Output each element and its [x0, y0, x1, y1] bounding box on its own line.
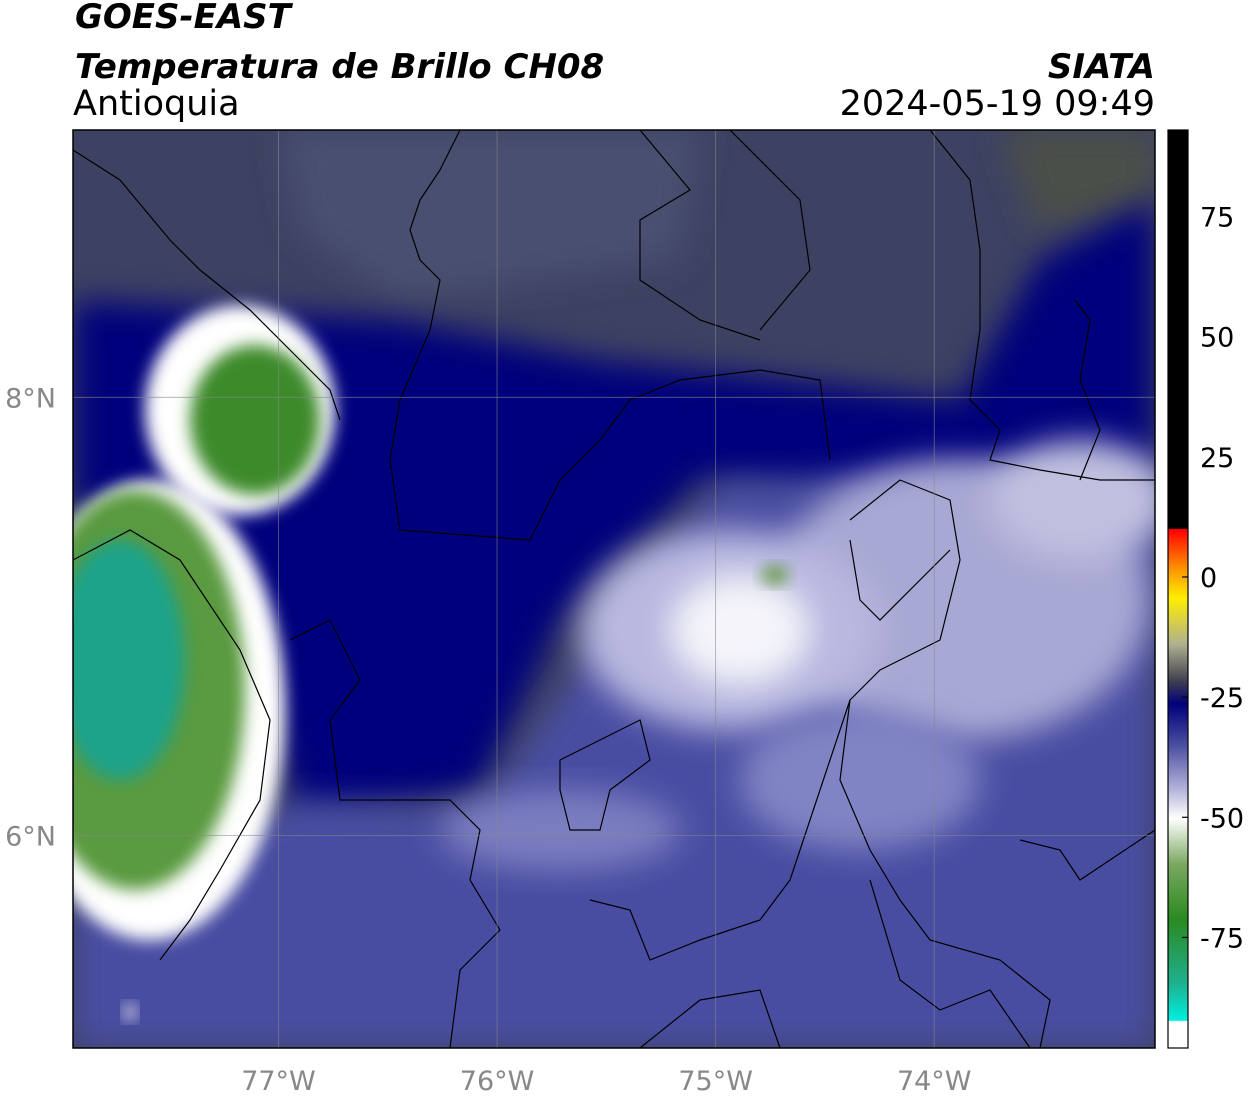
colorbar-tick-label: 75 — [1200, 203, 1234, 234]
colorbar-tick-label: 25 — [1200, 443, 1234, 474]
datetime-label: 2024-05-19 09:49 — [840, 84, 1155, 124]
lon-tick-label: 75°W — [678, 1066, 753, 1097]
colorbar-tick-label: -25 — [1200, 683, 1244, 714]
lon-tick-label: 77°W — [241, 1066, 316, 1097]
grid — [73, 130, 1155, 1048]
source-label: SIATA — [1048, 47, 1155, 87]
lat-tick-label: 8°N — [5, 383, 56, 414]
title-product: Temperatura de Brillo CH08 — [75, 47, 604, 87]
lat-tick-label: 6°N — [5, 821, 56, 852]
colorbar-tick-label: 50 — [1200, 323, 1234, 354]
satellite-image — [73, 130, 1155, 1048]
colorbar-tick-label: -50 — [1200, 803, 1244, 834]
lon-tick-label: 76°W — [460, 1066, 535, 1097]
region-label: Antioquia — [73, 84, 240, 124]
title-satellite: GOES-EAST — [75, 0, 294, 37]
colorbar-tick-label: 0 — [1200, 563, 1217, 594]
colorbar-tick-label: -75 — [1200, 923, 1244, 954]
lon-tick-label: 74°W — [897, 1066, 972, 1097]
colorbar — [1167, 129, 1189, 1049]
map-frame — [72, 129, 1156, 1049]
